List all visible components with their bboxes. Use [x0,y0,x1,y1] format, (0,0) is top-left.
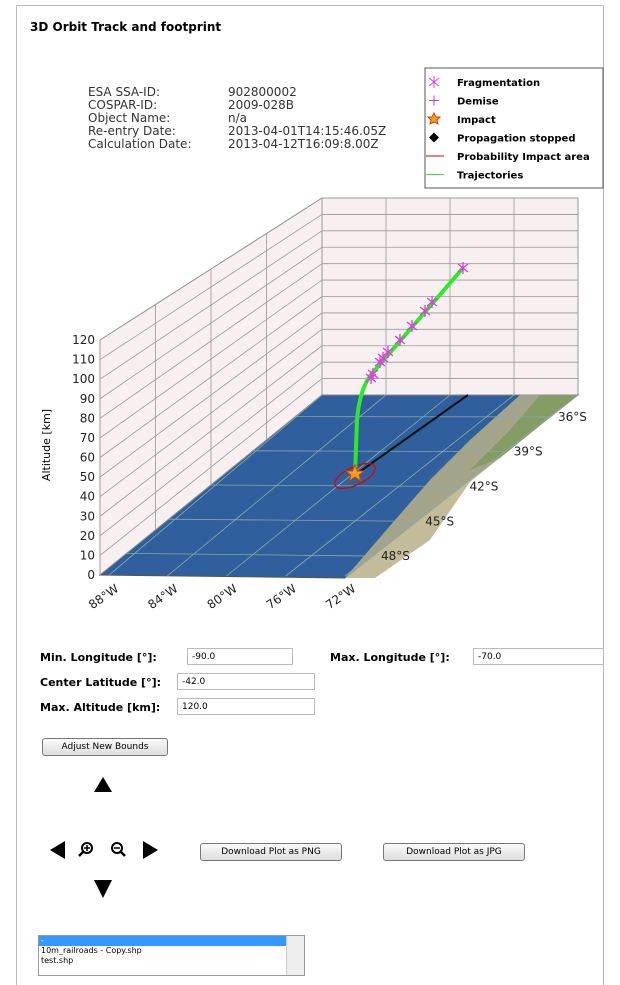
max-longitude-input[interactable]: -70.0 [473,648,604,665]
longitude-tick-label: 84°W [145,581,180,612]
file-list[interactable]: - 10m_railroads - Copy.shp test.shp [38,935,305,976]
info-label: Calculation Date: [88,137,191,151]
latitude-tick-label: 39°S [514,445,543,459]
latitude-tick-label: 48°S [381,549,410,563]
info-label: ESA SSA-ID: [88,85,160,99]
scrollbar[interactable] [286,936,304,976]
pan-up[interactable] [94,777,112,792]
field-label: Max. Altitude [km]: [40,701,160,714]
info-label: COSPAR-ID: [88,98,157,112]
field-label: Max. Longitude [°]: [330,651,450,664]
pan-right[interactable] [143,841,158,859]
legend-label: Probability Impact area [457,152,590,163]
latitude-tick-label: 36°S [558,410,587,424]
field-label: Min. Longitude [°]: [40,651,157,664]
z-tick-label: 120 [72,333,95,347]
info-label: Re-entry Date: [88,124,176,138]
max-altitude-input[interactable]: 120.0 [177,698,315,715]
download-png-button[interactable]: Download Plot as PNG [200,843,342,861]
z-tick-label: 0 [87,568,95,582]
z-tick-label: 90 [80,392,95,406]
info-label: Object Name: [88,111,170,125]
zoom-out[interactable] [112,843,125,856]
file-item[interactable]: 10m_railroads - Copy.shp [39,946,304,956]
plot: ESA SSA-ID: 902800002 COSPAR-ID: 2009-028B O… [0,0,620,620]
info-value: 2013-04-01T14:15:46.05Z [228,124,386,138]
z-tick-label: 40 [80,490,95,504]
file-item[interactable]: test.shp [39,956,304,966]
download-jpg-button[interactable]: Download Plot as JPG [383,843,525,861]
legend-label: Trajectories [457,171,523,182]
page: {"panel": {"title": "3D Orbit Track and … [0,0,620,976]
longitude-tick-label: 80°W [205,581,240,612]
info-value: 2009-028B [228,98,294,112]
latitude-tick-label: 45°S [425,514,454,528]
file-item[interactable]: - [39,936,288,946]
longitude-tick-label: 76°W [264,581,299,612]
info-value: n/a [228,111,247,125]
z-tick-label: 70 [80,431,95,445]
adjust-button[interactable]: Adjust New Bounds [42,738,168,756]
pan-down[interactable] [94,880,112,898]
center-latitude-input[interactable]: -42.0 [177,673,315,690]
z-tick-label: 60 [80,451,95,465]
z-tick-label: 30 [80,509,95,523]
min-longitude-input[interactable]: -90.0 [187,648,293,665]
nav-controls [40,770,220,900]
longitude-tick-label: 88°W [86,581,121,612]
z-tick-label: 20 [80,529,95,543]
latitude-tick-label: 42°S [470,480,499,494]
info-value: 902800002 [228,85,297,99]
zoom-in[interactable] [79,843,92,856]
legend-label: Demise [457,97,499,108]
z-tick-label: 80 [80,411,95,425]
z-tick-label: 10 [80,548,95,562]
field-label: Center Latitude [°]: [40,676,161,689]
z-tick-label: 110 [72,353,95,367]
longitude-tick-label: 72°W [323,581,358,612]
info-value: 2013-04-12T16:09:8.00Z [228,137,379,151]
pan-left[interactable] [50,841,65,859]
legend-label: Propagation stopped [457,134,575,145]
legend-label: Impact [457,115,496,126]
z-axis-label: Altitude [km] [40,409,53,481]
z-tick-label: 50 [80,470,95,484]
z-tick-label: 100 [72,372,95,386]
legend-label: Fragmentation [457,78,540,89]
